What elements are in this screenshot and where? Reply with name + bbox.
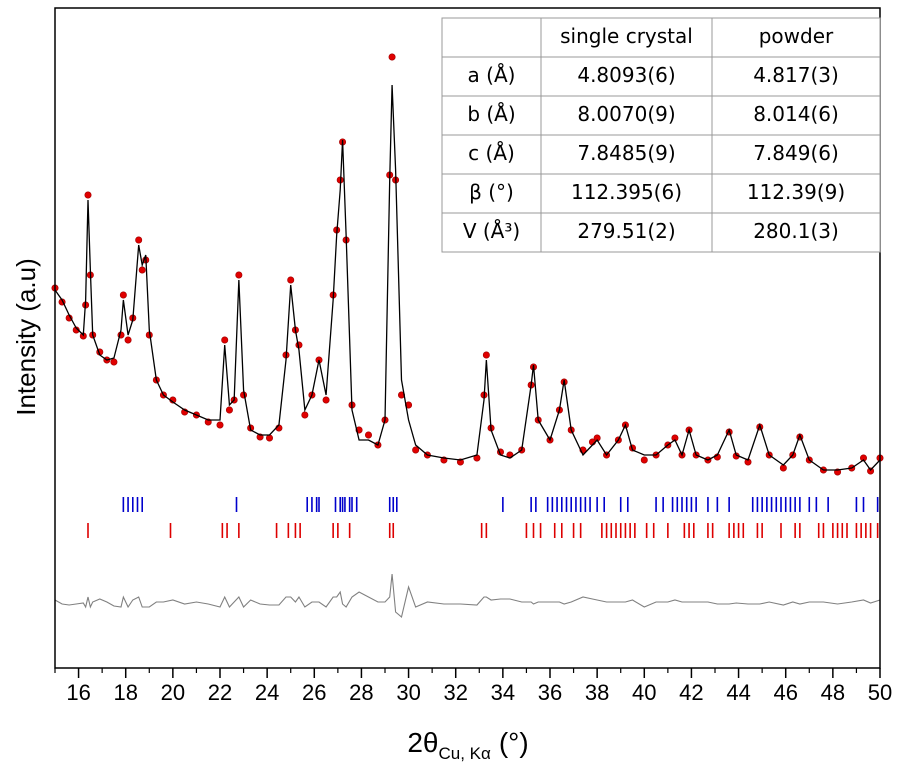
table-header-cell: powder bbox=[759, 24, 834, 48]
x-tick-label: 20 bbox=[161, 680, 185, 705]
observed-point bbox=[640, 456, 648, 464]
observed-point bbox=[322, 396, 330, 404]
table-cell: 7.8485(9) bbox=[577, 141, 675, 165]
observed-point bbox=[287, 276, 295, 284]
observed-point bbox=[482, 351, 490, 359]
table-cell: 7.849(6) bbox=[753, 141, 839, 165]
observed-point bbox=[388, 53, 396, 61]
x-axis-label: 2θCu, Kα (°) bbox=[407, 727, 528, 763]
x-axis-label-subscript: Cu, Kα bbox=[438, 744, 491, 763]
x-tick-label: 46 bbox=[773, 680, 797, 705]
x-tick-label: 30 bbox=[396, 680, 420, 705]
plot-frame bbox=[54, 7, 881, 669]
table-row-label: V (Å³) bbox=[463, 219, 520, 243]
observed-point bbox=[301, 411, 309, 419]
table-cell: 4.8093(6) bbox=[577, 63, 675, 87]
difference-line bbox=[54, 573, 881, 619]
table-cell: 8.014(6) bbox=[753, 102, 839, 126]
observed-point bbox=[235, 271, 243, 279]
observed-point bbox=[110, 358, 118, 366]
x-tick-label: 44 bbox=[726, 680, 750, 705]
x-tick-label: 18 bbox=[113, 680, 137, 705]
x-tick-label: 48 bbox=[821, 680, 845, 705]
observed-point bbox=[412, 446, 420, 454]
inset-table: single crystal powder a (Å) 4.8093(6) 4.817(… bbox=[441, 17, 881, 253]
x-tick-label: 28 bbox=[349, 680, 373, 705]
table-cell: 8.0070(9) bbox=[577, 102, 675, 126]
table-cell: 4.817(3) bbox=[753, 63, 839, 87]
x-axis-label-suffix: (°) bbox=[499, 727, 529, 758]
table-cell: 112.395(6) bbox=[571, 180, 682, 204]
table-cell: 280.1(3) bbox=[753, 219, 839, 243]
table-row-label: a (Å) bbox=[468, 63, 516, 87]
x-tick-label: 38 bbox=[585, 680, 609, 705]
x-tick-label: 32 bbox=[443, 680, 467, 705]
observed-point bbox=[135, 236, 143, 244]
x-tick-label: 26 bbox=[302, 680, 326, 705]
observed-point bbox=[216, 421, 224, 429]
x-axis-label-main: 2θ bbox=[407, 727, 438, 758]
table-row-label: c (Å) bbox=[468, 141, 515, 165]
observed-point bbox=[221, 336, 229, 344]
table-cell: 112.39(9) bbox=[747, 180, 845, 204]
observed-point bbox=[265, 434, 273, 442]
observed-point bbox=[119, 291, 127, 299]
x-tick-label: 16 bbox=[66, 680, 90, 705]
observed-point bbox=[867, 467, 875, 475]
calculated-line bbox=[54, 84, 881, 472]
x-tick-label: 36 bbox=[538, 680, 562, 705]
x-tick-label: 34 bbox=[491, 680, 515, 705]
table-cell: 279.51(2) bbox=[577, 219, 675, 243]
y-axis-label: Intensity (a.u) bbox=[11, 258, 41, 416]
observed-point bbox=[364, 431, 372, 439]
observed-point bbox=[225, 406, 233, 414]
observed-point bbox=[859, 454, 867, 462]
x-tick-label: 40 bbox=[632, 680, 656, 705]
table-row-label: β (°) bbox=[469, 180, 514, 204]
table-header-cell: single crystal bbox=[560, 24, 693, 48]
x-tick-label: 42 bbox=[679, 680, 703, 705]
x-tick-label: 24 bbox=[255, 680, 279, 705]
x-tick-label: 22 bbox=[208, 680, 232, 705]
x-tick-label: 50 bbox=[868, 680, 892, 705]
observed-point bbox=[124, 336, 132, 344]
observed-point bbox=[138, 266, 146, 274]
observed-point bbox=[84, 191, 92, 199]
table-row-label: b (Å) bbox=[467, 102, 515, 126]
